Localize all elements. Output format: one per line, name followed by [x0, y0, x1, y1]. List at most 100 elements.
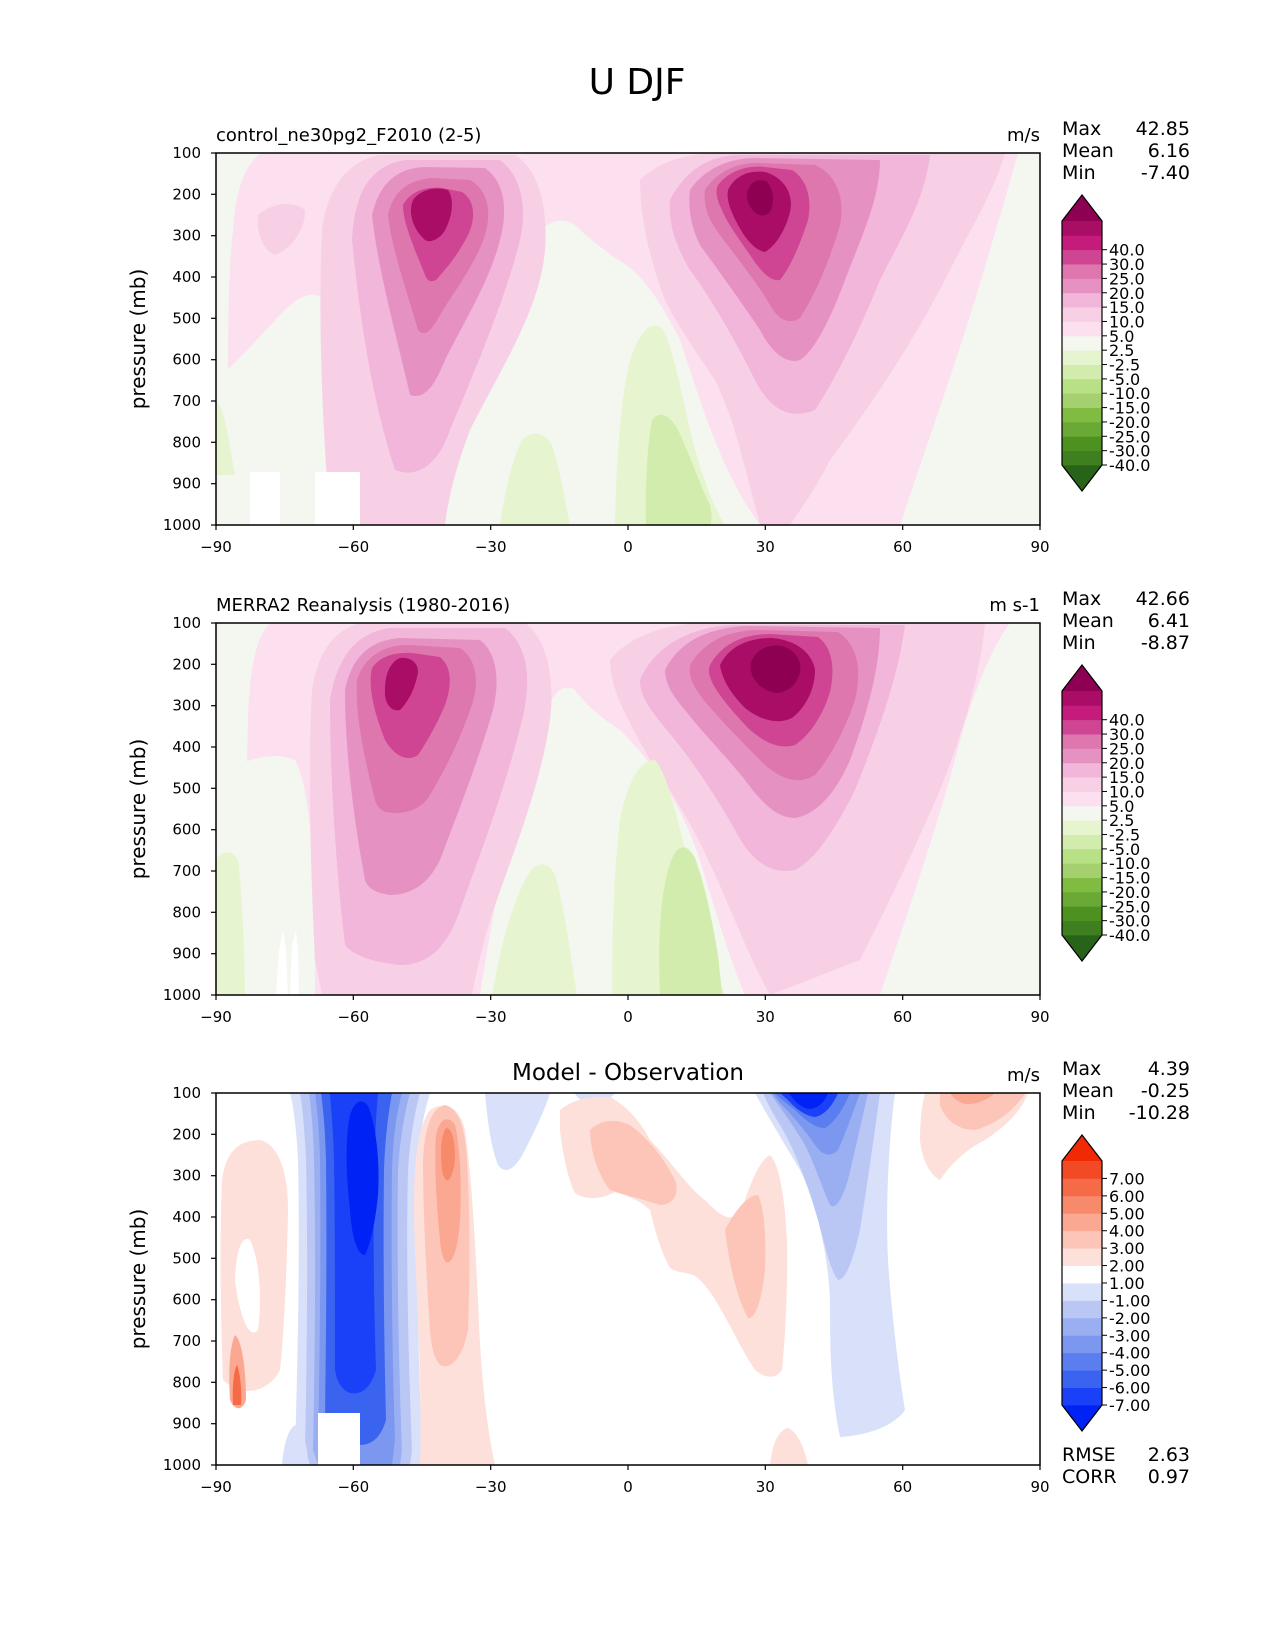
colorbar-bin [1062, 820, 1102, 835]
x-tick-label: 0 [623, 1008, 633, 1026]
y-tick-label: 100 [172, 1084, 201, 1102]
panel-merra2-title: MERRA2 Reanalysis (1980-2016) [216, 595, 510, 616]
colorbar-tick-label: 2.5 [1109, 341, 1134, 360]
colorbar-bin [1062, 891, 1102, 907]
x-tick-label: −90 [200, 1478, 232, 1496]
panel-merra2-field [216, 623, 1040, 995]
y-tick-label: 400 [172, 738, 201, 756]
colorbar-bin [1062, 691, 1102, 706]
x-tick-label: −60 [337, 1478, 369, 1496]
stat-value: -8.87 [1141, 632, 1190, 654]
colorbar-bin [1062, 1352, 1102, 1371]
y-tick-label: 900 [172, 475, 201, 493]
colorbar-tick-label: -3.00 [1109, 1326, 1150, 1345]
y-tick-label: 300 [172, 1167, 201, 1185]
x-tick-label: 90 [1030, 1478, 1049, 1496]
colorbar-bin [1062, 777, 1102, 792]
panel-difference-field [216, 1093, 1040, 1465]
x-axis: −90 −60 −30 0 30 60 90 [200, 1465, 1050, 1496]
metric-value: 0.97 [1148, 1466, 1190, 1488]
colorbar-tick-label: 10.0 [1109, 312, 1145, 331]
field-shaded-region [384, 657, 418, 711]
colorbar-bin [1062, 350, 1102, 365]
x-tick-label: 0 [623, 538, 633, 556]
colorbar-extend-max [1062, 195, 1102, 221]
y-tick-label: 300 [172, 697, 201, 715]
colorbar-tick-label: 40.0 [1109, 711, 1145, 730]
colorbar-bin [1062, 1178, 1102, 1197]
colorbar-bin [1062, 748, 1102, 764]
colorbar-tick-label: 5.00 [1109, 1204, 1145, 1223]
colorbar-extend-min [1062, 935, 1102, 961]
field-shaded-region [216, 294, 347, 525]
y-tick-label: 900 [172, 1415, 201, 1433]
colorbar-bin [1062, 1230, 1102, 1249]
colorbar-bin [1062, 734, 1102, 749]
y-tick-label: 1000 [163, 1456, 201, 1474]
y-tick-label: 400 [172, 1208, 201, 1226]
colorbar-bin [1062, 1213, 1102, 1232]
field-shaded-region [232, 1365, 242, 1405]
stat-value: 6.16 [1148, 140, 1190, 162]
panel-difference-units: m/s [1007, 1065, 1040, 1086]
field-shaded-region [276, 930, 288, 995]
colorbar-tick-label: -1.00 [1109, 1291, 1150, 1310]
colorbar-tick-label: -10.0 [1109, 384, 1150, 403]
colorbar-tick-label: 2.00 [1109, 1257, 1145, 1276]
field-shaded-region [216, 400, 235, 475]
stats-block: Max 42.85 Mean 6.16 Min -7.40 [1062, 118, 1190, 184]
y-tick-label: 600 [172, 1291, 201, 1309]
colorbar-tick-label: -15.0 [1109, 869, 1150, 888]
field-shaded-region [492, 864, 577, 995]
colorbar-tick-label: 5.0 [1109, 797, 1134, 816]
colorbar-tick-label: -10.0 [1109, 854, 1150, 873]
colorbar-bin [1062, 450, 1102, 466]
x-tick-label: 30 [756, 1008, 775, 1026]
y-tick-label: 400 [172, 268, 201, 286]
colorbar-bin [1062, 848, 1102, 864]
colorbar-tick-label: -4.00 [1109, 1344, 1150, 1363]
y-tick-label: 500 [172, 309, 201, 327]
stats-block: Max 4.39 Mean -0.25 Min -10.28 [1062, 1058, 1190, 1124]
stat-label: Mean [1062, 140, 1114, 162]
colorbar-tick-label: -5.0 [1109, 840, 1140, 859]
colorbar-bin [1062, 762, 1102, 778]
colorbar-tick-label: -30.0 [1109, 442, 1150, 461]
colorbar-bin [1062, 791, 1102, 807]
colorbar-tick-label: 20.0 [1109, 284, 1145, 303]
colorbar-bin [1062, 719, 1102, 735]
colorbar-bin [1062, 364, 1102, 380]
x-tick-label: −30 [475, 1008, 507, 1026]
x-tick-label: 0 [623, 1478, 633, 1496]
panel-difference: Model - Observation m/s [126, 1058, 1190, 1496]
y-tick-label: 800 [172, 433, 201, 451]
y-tick-label: 600 [172, 351, 201, 369]
x-tick-label: −30 [475, 538, 507, 556]
field-shaded-region [290, 930, 299, 995]
panel-merra2: MERRA2 Reanalysis (1980-2016) m s-1 [126, 588, 1190, 1026]
field-shaded-region [750, 645, 801, 693]
field-shaded-region [500, 433, 570, 525]
panel-control-units: m/s [1007, 125, 1040, 146]
field-shaded-region [645, 414, 712, 525]
colorbar-bin [1062, 805, 1102, 821]
colorbar-tick-label: -40.0 [1109, 926, 1150, 945]
colorbar-bin [1062, 221, 1102, 236]
colorbar-bin [1062, 436, 1102, 452]
stat-label: Min [1062, 1102, 1096, 1124]
colorbar-bin [1062, 705, 1102, 721]
colorbar-tick-label: -2.00 [1109, 1309, 1150, 1328]
x-axis: −90 −60 −30 0 30 60 90 [200, 525, 1050, 556]
y-tick-label: 900 [172, 945, 201, 963]
colorbar-tick-label: 15.0 [1109, 768, 1145, 787]
colorbar-tick-label: -20.0 [1109, 883, 1150, 902]
colorbar-bin [1062, 264, 1102, 279]
metric-label: RMSE [1062, 1444, 1116, 1466]
colorbar-tick-label: -25.0 [1109, 427, 1150, 446]
colorbar-tick-label: -40.0 [1109, 456, 1150, 475]
colorbar-tick-label: 5.0 [1109, 327, 1134, 346]
stat-value: -7.40 [1141, 162, 1190, 184]
colorbar-tick-label: -6.00 [1109, 1379, 1150, 1398]
y-axis-label: pressure (mb) [126, 269, 150, 410]
